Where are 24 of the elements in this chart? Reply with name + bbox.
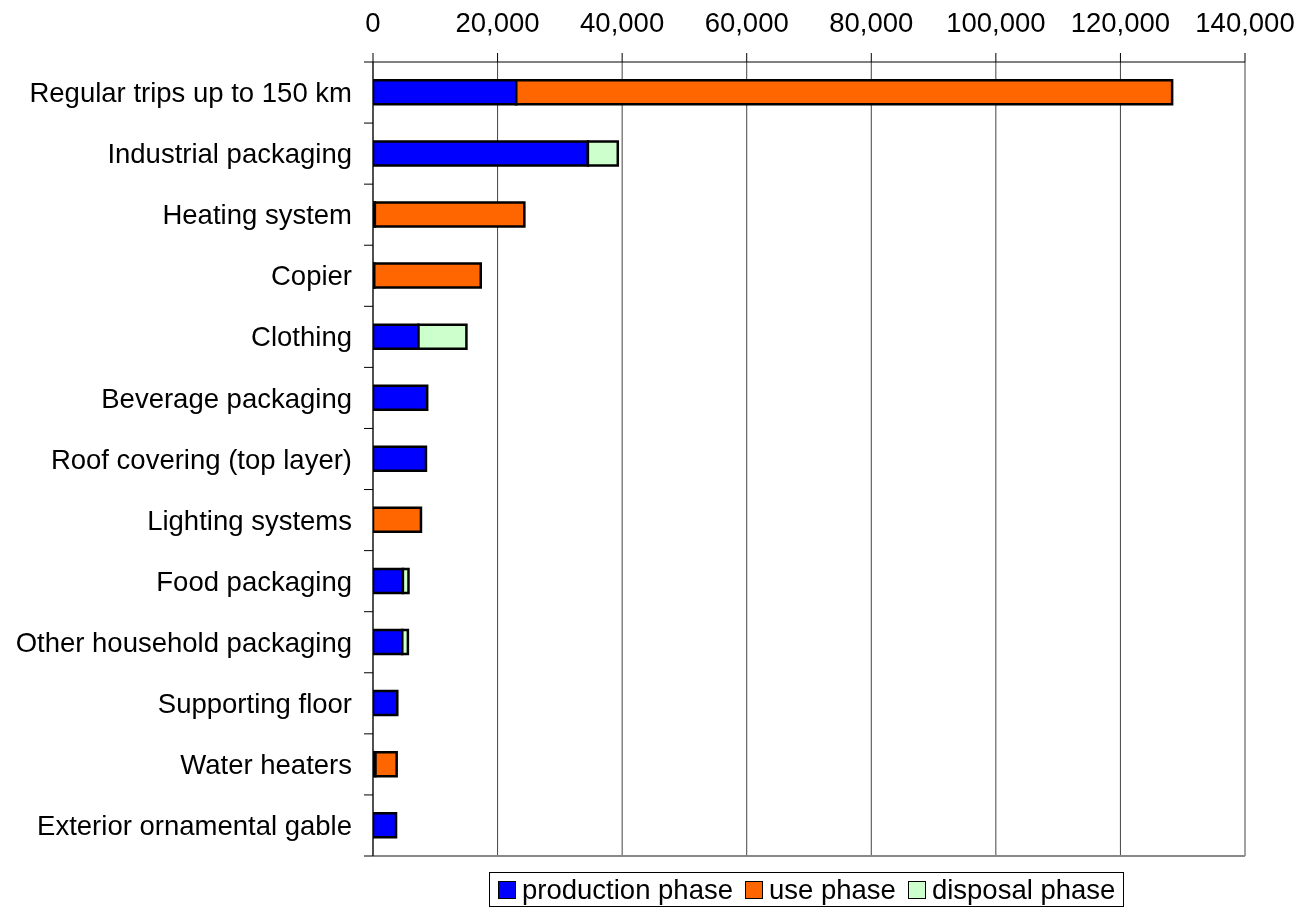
y-tick-label: Roof covering (top layer) — [50, 443, 352, 475]
y-tick-label: Water heaters — [180, 749, 352, 781]
y-tick-label: Clothing — [251, 321, 352, 353]
y-tick-label: Beverage packaging — [101, 382, 352, 414]
y-tick-label: Other household packaging — [15, 626, 352, 658]
y-tick-label: Food packaging — [156, 565, 352, 597]
legend-label: disposal phase — [931, 873, 1116, 906]
y-tick-label: Regular trips up to 150 km — [29, 77, 352, 109]
x-tick-label: 120,000 — [1070, 7, 1171, 38]
y-tick-label: Exterior ornamental gable — [37, 810, 352, 842]
y-tick-label: Copier — [270, 260, 352, 292]
x-tick-label: 20,000 — [455, 7, 540, 38]
legend-label: use phase — [769, 873, 896, 906]
x-tick-label: 0 — [365, 7, 381, 38]
x-tick-label: 100,000 — [946, 7, 1046, 38]
x-tick-label: 80,000 — [829, 7, 914, 38]
x-tick-label: 140,000 — [1195, 7, 1295, 38]
legend-label: production phase — [522, 873, 733, 906]
y-tick-label: Industrial packaging — [107, 138, 352, 170]
y-tick-label: Supporting floor — [157, 687, 352, 719]
x-tick-label: 40,000 — [580, 7, 665, 38]
y-tick-label: Heating system — [162, 199, 352, 231]
y-tick-label: Lighting systems — [147, 504, 352, 536]
x-tick-label: 60,000 — [704, 7, 789, 38]
